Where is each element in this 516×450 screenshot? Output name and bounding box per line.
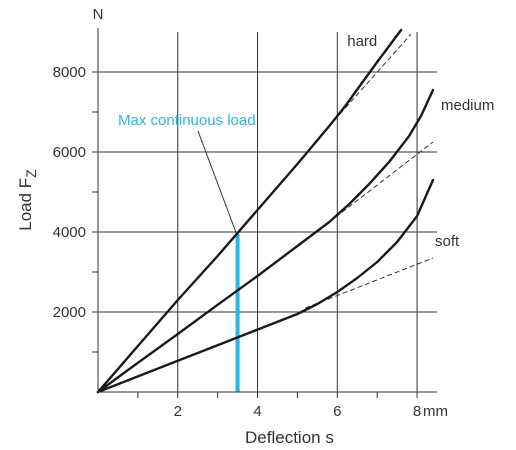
series-label-soft: soft bbox=[435, 233, 460, 250]
series-line-soft bbox=[96, 178, 435, 394]
x-tick-label: 2 bbox=[174, 403, 182, 420]
max-continuous-load-label: Max continuous load bbox=[118, 112, 256, 129]
series-label-medium: medium bbox=[441, 97, 494, 114]
grid-lines bbox=[98, 32, 437, 392]
x-axis-title: Deflection s bbox=[245, 428, 334, 447]
x-tick-label: 8 bbox=[413, 403, 421, 420]
y-axis-title: Load FZ bbox=[16, 169, 39, 231]
tick-marks bbox=[92, 71, 418, 398]
series-label-hard: hard bbox=[347, 33, 377, 50]
y-axis-title-subscript: Z bbox=[23, 169, 39, 178]
series-line-hard bbox=[96, 28, 403, 394]
y-tick-label: 2000 bbox=[53, 304, 86, 321]
tick-labels: 2 4 6 8 2000 4000 6000 8000 bbox=[53, 64, 422, 420]
x-unit-label: mm bbox=[423, 403, 448, 420]
y-unit-label: N bbox=[93, 6, 104, 23]
y-tick-label: 6000 bbox=[53, 144, 86, 161]
x-tick-label: 6 bbox=[333, 403, 341, 420]
y-tick-label: 4000 bbox=[53, 224, 86, 241]
y-axis-title-main: Load F bbox=[16, 178, 35, 231]
annotation-leader-line bbox=[197, 130, 238, 235]
y-tick-label: 8000 bbox=[53, 64, 86, 81]
x-tick-label: 4 bbox=[253, 403, 261, 420]
linear-extension-soft bbox=[305, 257, 434, 309]
max-continuous-load-marker bbox=[197, 130, 240, 392]
series-line-medium bbox=[96, 88, 435, 394]
axes bbox=[97, 28, 437, 393]
linear-extension-medium bbox=[329, 141, 434, 223]
series-curves: hard medium soft bbox=[96, 28, 494, 394]
